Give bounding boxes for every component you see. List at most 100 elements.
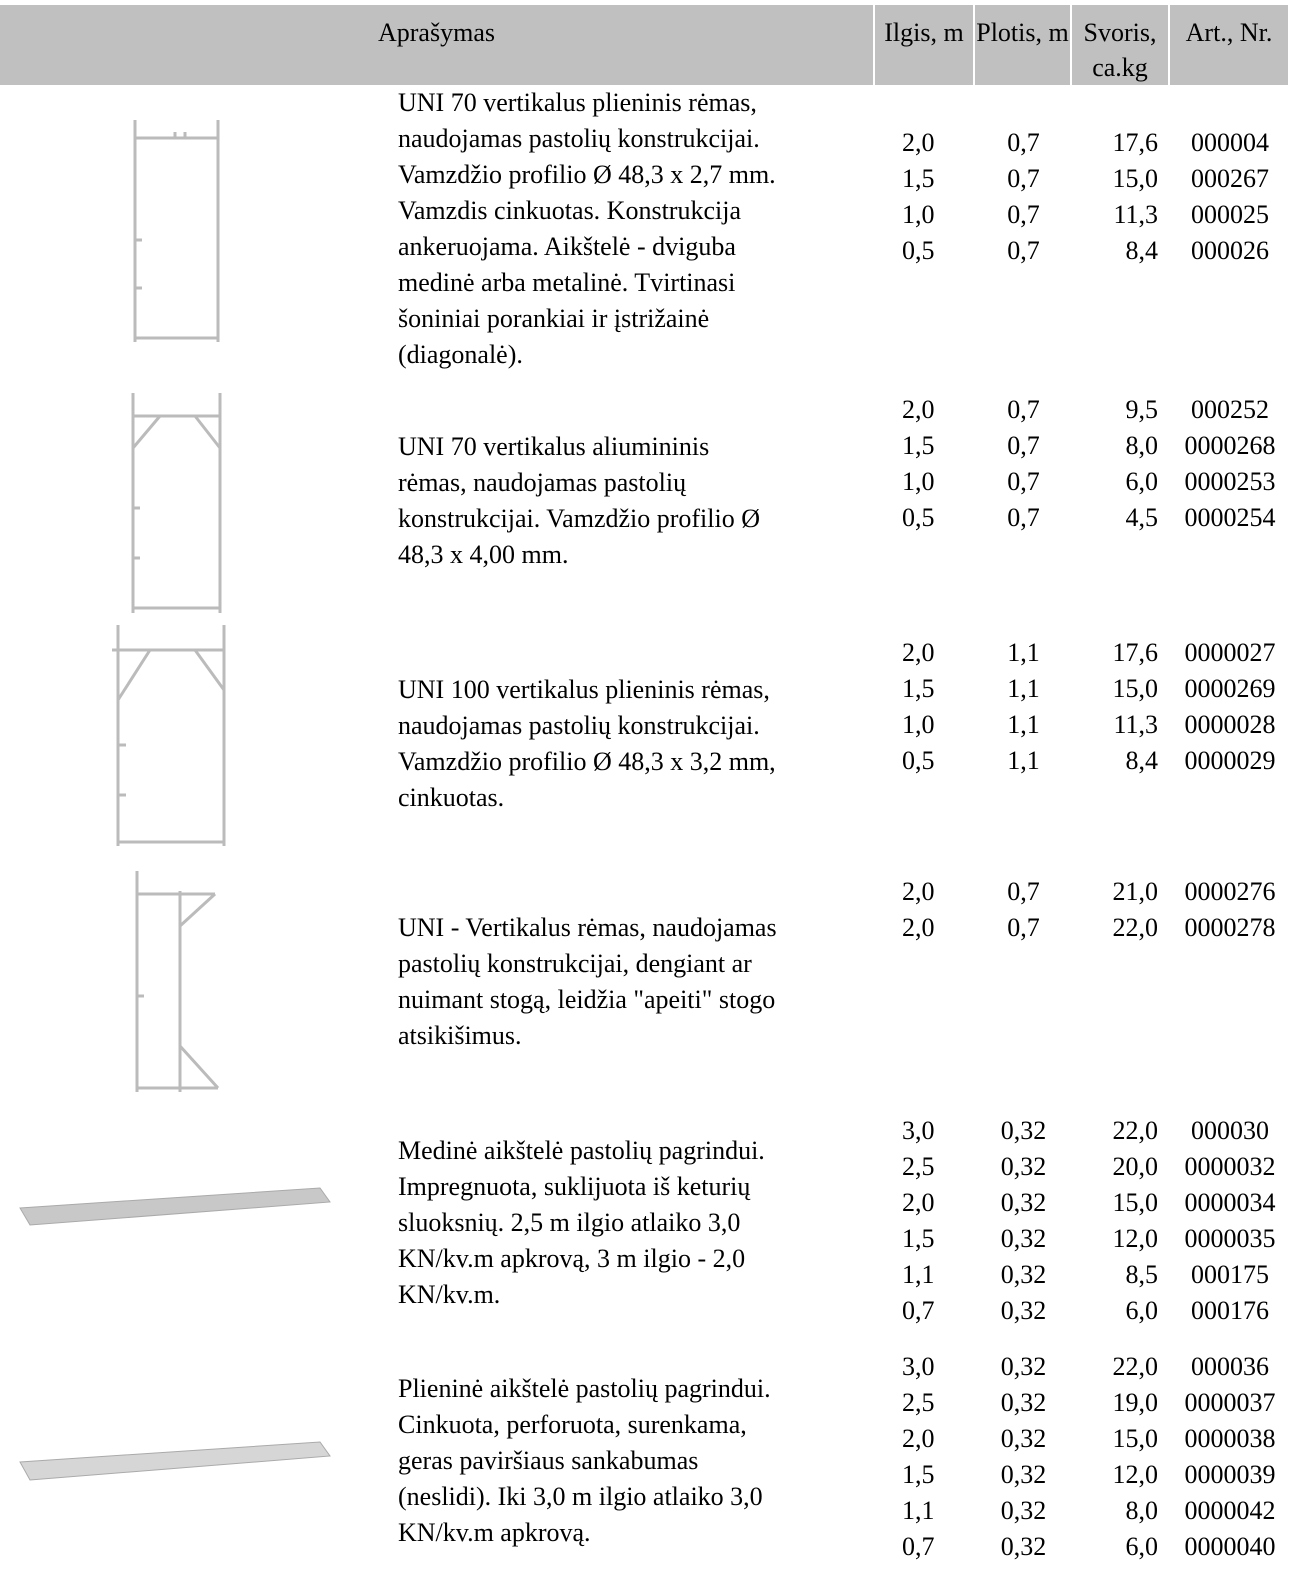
value-row: 2,0 0,7 9,5 000252 — [875, 392, 1290, 428]
frame-image — [112, 625, 226, 846]
value-cell: 22,0 — [1112, 1116, 1159, 1145]
value-cell: 0000032 — [1184, 1152, 1276, 1181]
value-cell: 1,1 — [1007, 638, 1040, 667]
value-cell: 0000278 — [1184, 913, 1276, 942]
value-row: 1,5 1,1 15,0 0000269 — [875, 671, 1290, 707]
value-cell: 0,32 — [1000, 1188, 1047, 1217]
value-cell: 12,0 — [1112, 1460, 1159, 1489]
value-cell: 11,3 — [1113, 200, 1158, 229]
description-line: Vamzdis cinkuotas. Konstrukcija — [398, 196, 741, 225]
plank-image — [19, 1187, 331, 1226]
header-cell: Plotis, m — [975, 5, 1072, 85]
value-cell: 0,7 — [902, 1532, 935, 1561]
value-cell: 12,0 — [1112, 1224, 1159, 1253]
plank-image — [19, 1441, 331, 1481]
value-cell: 6,0 — [1125, 467, 1159, 496]
frame-image — [133, 120, 220, 342]
value-cell: 2,0 — [902, 638, 935, 667]
value-cell: 1,1 — [1007, 746, 1040, 775]
values: 2,0 0,7 21,0 0000276 2,0 0,7 22,0 0000278 — [875, 874, 1290, 946]
values: 3,0 0,32 22,0 000030 2,5 0,32 20,0 0000032 2,0 0,… — [875, 1113, 1290, 1329]
value-cell: 8,0 — [1125, 1496, 1159, 1525]
value-cell: 15,0 — [1112, 1424, 1159, 1453]
value-cell: 0,5 — [902, 503, 935, 532]
value-cell: 1,5 — [902, 164, 935, 193]
value-cell: 1,1 — [902, 1260, 935, 1289]
value-cell: 15,0 — [1112, 1188, 1159, 1217]
description-line: UNI 100 vertikalus plieninis rėmas, — [398, 675, 770, 704]
description-line: UNI 70 vertikalus plieninis rėmas, — [398, 88, 757, 117]
value-cell: 8,4 — [1125, 236, 1159, 265]
value-cell: 1,5 — [902, 1460, 935, 1489]
value-cell: 0,32 — [1000, 1296, 1047, 1325]
values: 3,0 0,32 22,0 000036 2,5 0,32 19,0 0000037 2,0 0,… — [875, 1349, 1290, 1565]
value-cell: 21,0 — [1112, 877, 1159, 906]
value-cell: 0,7 — [1007, 200, 1040, 229]
description-line: (diagonalė). — [398, 340, 523, 369]
value-cell: 3,0 — [902, 1352, 935, 1381]
value-cell: 17,6 — [1112, 128, 1159, 157]
description-line: Vamzdžio profilio Ø 48,3 x 3,2 mm, — [398, 747, 776, 776]
value-cell: 1,0 — [902, 200, 935, 229]
value-cell: 000267 — [1191, 164, 1269, 193]
description-line: šoniniai porankiai ir įstrižainė — [398, 304, 710, 333]
value-cell: 1,5 — [902, 431, 935, 460]
value-row: 1,0 1,1 11,3 0000028 — [875, 707, 1290, 743]
value-row: 0,5 1,1 8,4 0000029 — [875, 743, 1290, 779]
value-row: 0,7 0,32 6,0 000176 — [875, 1293, 1290, 1329]
value-cell: 9,5 — [1125, 395, 1159, 424]
value-row: 3,0 0,32 22,0 000030 — [875, 1113, 1290, 1149]
description: UNI 70 vertikalus plieninis rėmas, naudoj… — [398, 85, 878, 373]
value-cell: 0000276 — [1184, 877, 1276, 906]
frame-image — [131, 393, 222, 613]
value-row: 1,0 0,7 6,0 0000253 — [875, 464, 1290, 500]
description-line: Plieninė aikštelė pastolių pagrindui. — [398, 1374, 771, 1403]
value-cell: 0,32 — [1000, 1260, 1047, 1289]
value-cell: 0000029 — [1184, 746, 1276, 775]
value-cell: 2,0 — [902, 913, 935, 942]
value-cell: 8,5 — [1125, 1260, 1159, 1289]
value-cell: 2,5 — [902, 1388, 935, 1417]
value-row: 2,5 0,32 19,0 0000037 — [875, 1385, 1290, 1421]
value-cell: 0000039 — [1184, 1460, 1276, 1489]
value-cell: 0000268 — [1184, 431, 1276, 460]
value-cell: 2,0 — [902, 1424, 935, 1453]
description-line: (neslidi). Iki 3,0 m ilgio atlaiko 3,0 — [398, 1482, 763, 1511]
value-row: 1,5 0,32 12,0 0000035 — [875, 1221, 1290, 1257]
value-cell: 0000034 — [1184, 1188, 1276, 1217]
value-cell: 0,32 — [1000, 1152, 1047, 1181]
value-cell: 000252 — [1191, 395, 1269, 424]
value-cell: 0,32 — [1000, 1116, 1047, 1145]
values: 2,0 0,7 9,5 000252 1,5 0,7 8,0 0000268 1,0 0,7 6,0… — [875, 392, 1290, 536]
description-line: 48,3 x 4,00 mm. — [398, 540, 569, 569]
value-cell: 0,7 — [1007, 877, 1040, 906]
value-cell: 0,7 — [1007, 467, 1040, 496]
value-cell: 20,0 — [1112, 1152, 1159, 1181]
value-cell: 2,0 — [902, 1188, 935, 1217]
description-line: ankeruojama. Aikštelė - dviguba — [398, 232, 736, 261]
value-cell: 000004 — [1191, 128, 1269, 157]
description-line: cinkuotas. — [398, 783, 505, 812]
value-cell: 1,1 — [1007, 710, 1040, 739]
value-cell: 0,7 — [1007, 128, 1040, 157]
description-line: Medinė aikštelė pastolių pagrindui. — [398, 1136, 765, 1165]
description-line: medinė arba metalinė. Tvirtinasi — [398, 268, 736, 297]
header-cell: Aprašymas — [0, 5, 875, 85]
value-cell: 8,0 — [1125, 431, 1159, 460]
frame-image — [135, 871, 220, 1092]
value-cell: 15,0 — [1112, 164, 1159, 193]
value-row: 1,5 0,32 12,0 0000039 — [875, 1457, 1290, 1493]
value-row: 2,0 0,7 17,6 000004 — [875, 125, 1290, 161]
value-row: 2,0 1,1 17,6 0000027 — [875, 635, 1290, 671]
value-cell: 000025 — [1191, 200, 1269, 229]
description: Medinė aikštelė pastolių pagrindui. Impre… — [398, 1133, 878, 1313]
value-cell: 1,5 — [902, 674, 935, 703]
value-cell: 0,7 — [1007, 164, 1040, 193]
description: UNI - Vertikalus rėmas, naudojamas pastol… — [398, 910, 878, 1054]
value-cell: 2,0 — [902, 877, 935, 906]
value-cell: 0,32 — [1000, 1532, 1047, 1561]
value-cell: 0000253 — [1184, 467, 1276, 496]
value-cell: 2,0 — [902, 128, 935, 157]
description-line: naudojamas pastolių konstrukcijai. — [398, 711, 760, 740]
